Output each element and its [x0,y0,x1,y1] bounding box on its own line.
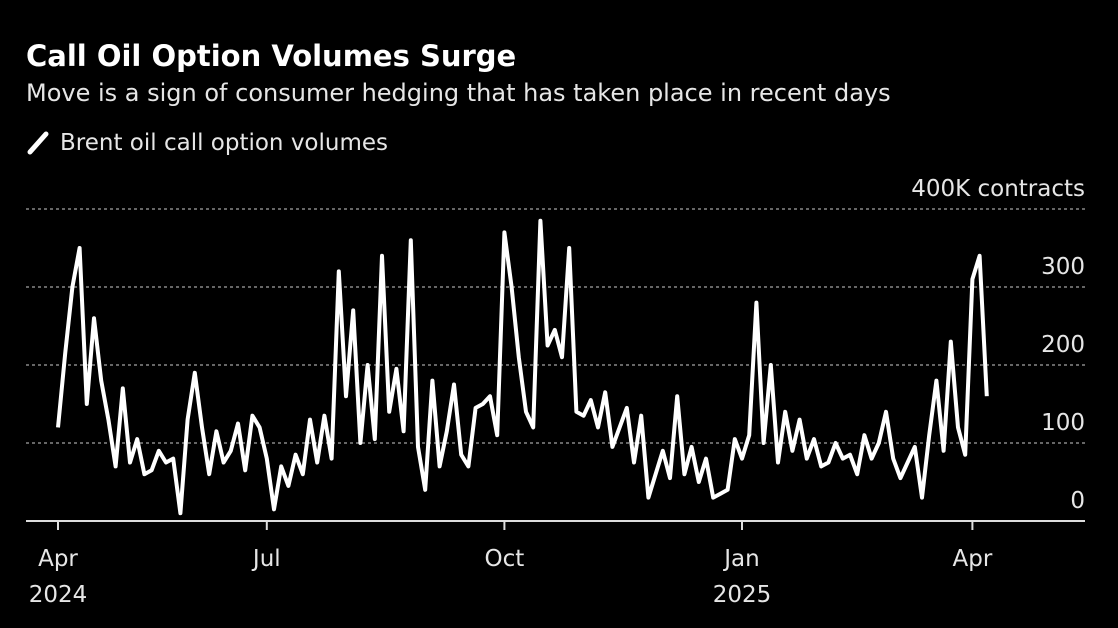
legend-swatch [27,131,49,155]
y-tick-label: 300 [1041,254,1085,280]
x-tick-label: Oct [485,546,525,572]
y-tick-label: 400K contracts [911,176,1085,202]
x-tick-label: Apr 2024 [29,546,88,608]
chart-title: Call Oil Option Volumes Surge [26,39,516,73]
y-tick-label: 100 [1041,410,1085,436]
x-tick-label: Jan 2025 [713,546,772,608]
y-tick-label: 0 [1070,488,1085,514]
x-tick-label: Jul [251,546,281,572]
chart-subtitle: Move is a sign of consumer hedging that … [26,79,891,107]
y-tick-label: 200 [1041,332,1085,358]
x-tick-label: Apr [953,546,993,572]
data-line [56,218,989,516]
legend-label: Brent oil call option volumes [60,130,388,156]
